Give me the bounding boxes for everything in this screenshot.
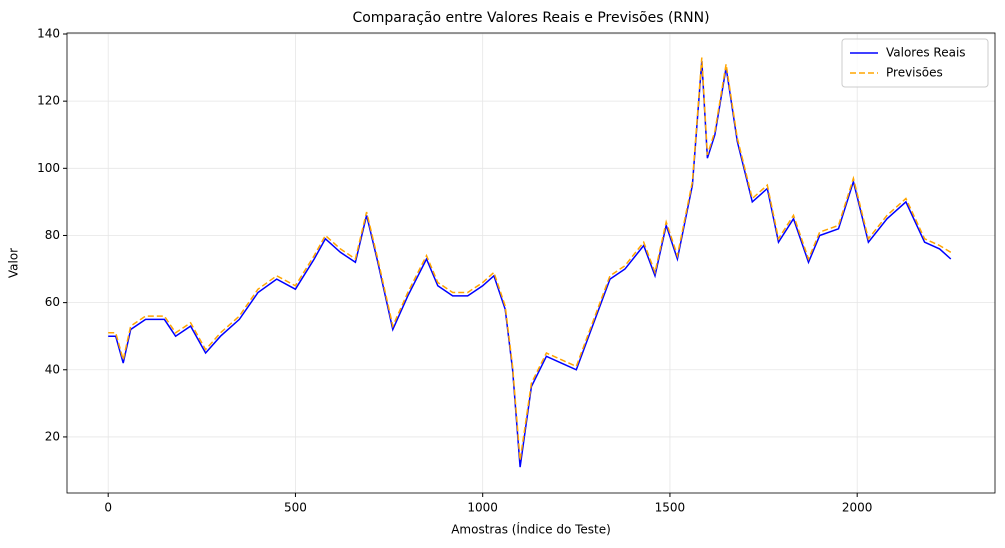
y-tick-label: 60 [45,295,60,309]
plot-frame [66,32,996,494]
y-tick-label: 80 [45,228,60,242]
y-tick-label: 100 [37,161,60,175]
y-tick-label: 20 [45,429,60,443]
legend-label: Valores Reais [886,46,966,60]
y-tick-label: 40 [45,362,60,376]
x-tick-label: 2000 [842,501,873,515]
chart-title: Comparação entre Valores Reais e Previsõ… [352,10,709,26]
x-axis-label: Amostras (Índice do Teste) [451,522,611,537]
x-tick-label: 0 [104,501,112,515]
y-tick-label: 120 [37,94,60,108]
legend-label: Previsões [886,66,943,80]
x-tick-label: 1000 [467,501,498,515]
legend-box [841,38,989,88]
x-tick-label: 1500 [655,501,686,515]
data-line [108,60,952,468]
data-line [108,57,952,461]
y-axis-label: Valor [7,248,21,278]
y-tick-label: 140 [37,27,60,41]
x-tick-label: 500 [284,501,307,515]
